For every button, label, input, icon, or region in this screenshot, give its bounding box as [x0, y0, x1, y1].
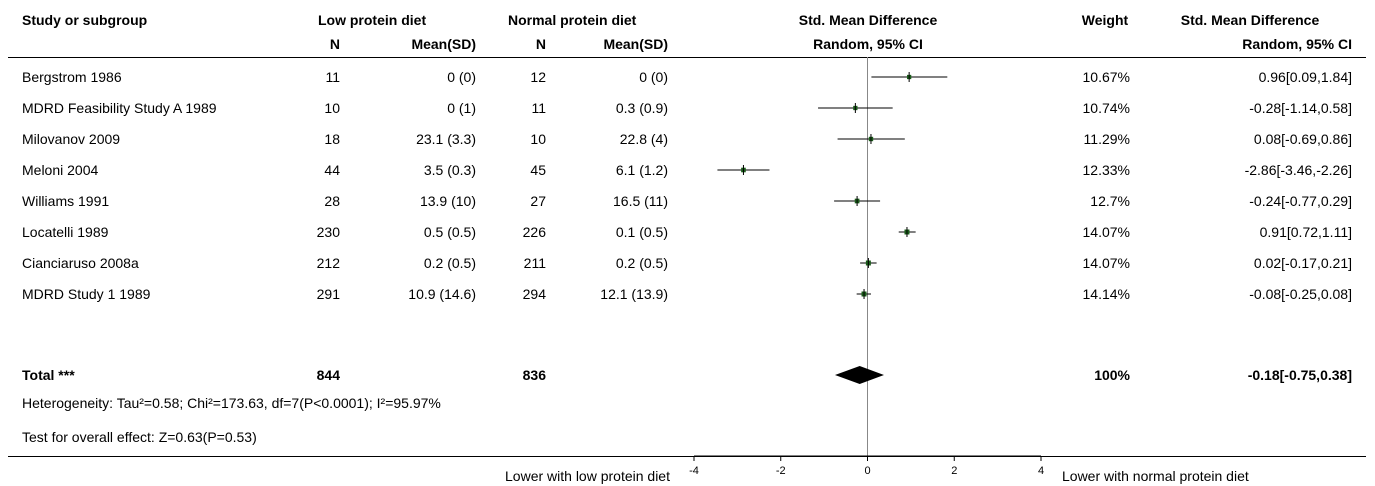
- row-ci: -0.24[-0.77,0.29]: [1249, 193, 1352, 209]
- footer-right-label: Lower with normal protein diet: [1062, 468, 1249, 484]
- row-study: Locatelli 1989: [22, 224, 109, 240]
- header-meansd1: Mean(SD): [411, 36, 476, 52]
- row-weight: 10.74%: [1082, 100, 1130, 116]
- x-tick-label: -2: [776, 465, 786, 477]
- row-n1: 44: [324, 162, 340, 178]
- row-weight: 10.67%: [1082, 69, 1130, 85]
- row-mean1: 10.9 (14.6): [408, 286, 476, 302]
- header-n2: N: [535, 36, 546, 52]
- row-n1: 11: [325, 69, 340, 85]
- total-ci: -0.18[-0.75,0.38]: [1247, 367, 1352, 383]
- row-mean1: 13.9 (10): [419, 193, 476, 209]
- row-study: Cianciaruso 2008a: [22, 255, 139, 271]
- row-study: MDRD Feasibility Study A 1989: [22, 100, 217, 116]
- row-study: MDRD Study 1 1989: [22, 286, 151, 302]
- row-mean1: 0 (0): [447, 69, 476, 85]
- header-weight: Weight: [1081, 12, 1129, 28]
- row-weight: 14.14%: [1082, 286, 1130, 302]
- header-meansd2: Mean(SD): [603, 36, 668, 52]
- row-n2: 12: [530, 69, 546, 85]
- row-weight: 11.29%: [1083, 131, 1130, 147]
- row-weight: 14.07%: [1082, 224, 1130, 240]
- row-n2: 45: [530, 162, 546, 178]
- row-mean1: 0.2 (0.5): [423, 255, 476, 271]
- row-mean2: 6.1 (1.2): [615, 162, 668, 178]
- total-n1: 844: [316, 367, 340, 383]
- header-study: Study or subgroup: [22, 12, 148, 28]
- x-tick-label: -4: [689, 465, 699, 477]
- row-ci: 0.91[0.72,1.11]: [1259, 224, 1352, 240]
- row-n1: 291: [316, 286, 340, 302]
- footer-divider: [8, 456, 1366, 457]
- row-n1: 18: [324, 131, 340, 147]
- row-n2: 27: [530, 193, 546, 209]
- x-tick-label: 2: [951, 465, 957, 477]
- overall-effect-text: Test for overall effect: Z=0.63(P=0.53): [22, 429, 257, 445]
- header-divider: [8, 57, 1366, 58]
- row-mean2: 0 (0): [639, 69, 668, 85]
- pooled-diamond: [834, 366, 884, 384]
- footer-left-label: Lower with low protein diet: [505, 468, 670, 484]
- header-smd-col-sub: Random, 95% CI: [1242, 36, 1352, 52]
- total-n2: 836: [522, 367, 546, 383]
- row-ci: -0.28[-1.14,0.58]: [1249, 100, 1352, 116]
- row-study: Williams 1991: [22, 193, 110, 209]
- row-weight: 14.07%: [1082, 255, 1130, 271]
- row-n2: 294: [522, 286, 546, 302]
- row-mean2: 0.2 (0.5): [615, 255, 668, 271]
- x-tick-label: 4: [1038, 465, 1044, 477]
- row-ci: -2.86[-3.46,-2.26]: [1244, 162, 1352, 178]
- x-tick-label: 0: [864, 465, 870, 477]
- row-n2: 11: [531, 100, 546, 116]
- row-mean2: 16.5 (11): [613, 193, 668, 209]
- header-smd-plot-sub: Random, 95% CI: [813, 36, 923, 52]
- header-n1: N: [329, 36, 340, 52]
- row-mean2: 0.3 (0.9): [615, 100, 668, 116]
- row-n2: 226: [522, 224, 546, 240]
- row-ci: 0.02[-0.17,0.21]: [1253, 255, 1352, 271]
- row-ci: 0.08[-0.69,0.86]: [1253, 131, 1352, 147]
- row-n2: 10: [530, 131, 546, 147]
- row-study: Milovanov 2009: [22, 131, 121, 147]
- row-n1: 10: [324, 100, 340, 116]
- row-mean2: 22.8 (4): [619, 131, 668, 147]
- row-mean2: 0.1 (0.5): [615, 224, 668, 240]
- heterogeneity-text: Heterogeneity: Tau²=0.58; Chi²=173.63, d…: [22, 395, 441, 411]
- row-n2: 211: [523, 255, 546, 271]
- row-mean1: 23.1 (3.3): [416, 131, 476, 147]
- row-n1: 28: [324, 193, 340, 209]
- total-label: Total ***: [22, 367, 75, 383]
- row-study: Bergstrom 1986: [22, 69, 122, 85]
- row-mean1: 0 (1): [447, 100, 476, 116]
- row-weight: 12.33%: [1082, 162, 1130, 178]
- row-ci: -0.08[-0.25,0.08]: [1249, 286, 1352, 302]
- row-n1: 230: [316, 224, 340, 240]
- header-smd-plot: Std. Mean Difference: [798, 12, 938, 28]
- row-mean1: 0.5 (0.5): [423, 224, 476, 240]
- header-group1: Low protein diet: [318, 12, 427, 28]
- row-mean2: 12.1 (13.9): [600, 286, 668, 302]
- row-mean1: 3.5 (0.3): [423, 162, 476, 178]
- row-study: Meloni 2004: [22, 162, 99, 178]
- row-ci: 0.96[0.09,1.84]: [1258, 69, 1352, 85]
- row-weight: 12.7%: [1090, 193, 1130, 209]
- row-n1: 212: [316, 255, 340, 271]
- header-smd-col: Std. Mean Difference: [1180, 12, 1320, 28]
- header-group2: Normal protein diet: [508, 12, 637, 28]
- total-weight: 100%: [1094, 367, 1130, 383]
